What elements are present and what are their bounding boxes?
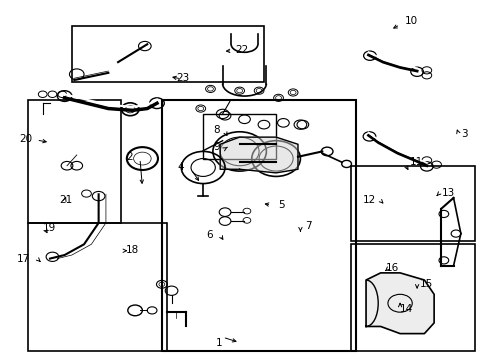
Polygon shape <box>366 273 433 334</box>
Polygon shape <box>220 137 297 173</box>
Text: 5: 5 <box>278 200 285 210</box>
Text: 20: 20 <box>19 134 32 144</box>
Text: 17: 17 <box>17 253 30 264</box>
Text: 16: 16 <box>385 262 398 273</box>
Text: 19: 19 <box>42 223 56 233</box>
Text: 7: 7 <box>305 221 311 231</box>
Text: 3: 3 <box>460 129 467 139</box>
Text: 14: 14 <box>399 303 412 314</box>
Text: 1: 1 <box>216 338 222 347</box>
Text: 18: 18 <box>125 245 138 255</box>
Text: 11: 11 <box>409 157 422 167</box>
Text: 4: 4 <box>177 162 183 172</box>
Text: 2: 2 <box>126 152 132 162</box>
Text: 8: 8 <box>213 125 220 135</box>
Text: 22: 22 <box>234 45 247 55</box>
Text: 23: 23 <box>176 73 189 83</box>
Text: 9: 9 <box>213 142 220 152</box>
Text: 10: 10 <box>404 16 417 26</box>
Text: 15: 15 <box>419 279 432 289</box>
Text: 6: 6 <box>206 230 212 240</box>
Text: 12: 12 <box>362 195 375 204</box>
Text: 21: 21 <box>60 195 73 204</box>
Text: 13: 13 <box>441 188 454 198</box>
